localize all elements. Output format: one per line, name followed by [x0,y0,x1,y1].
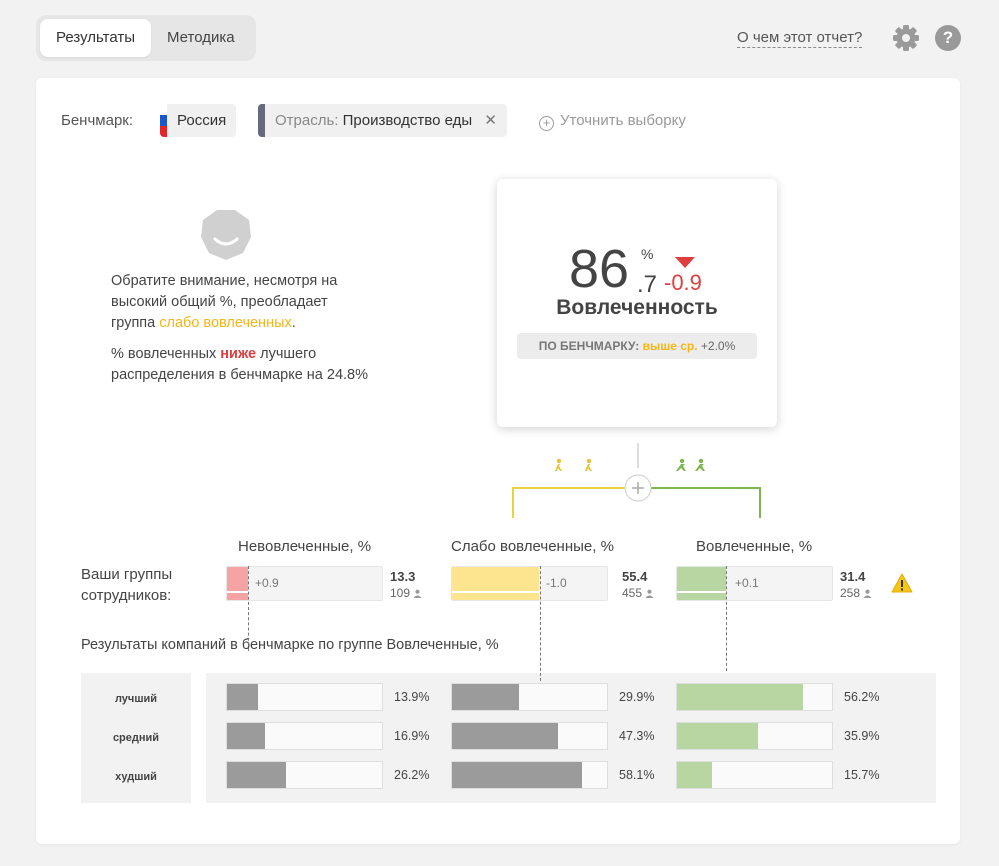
bench-value-average-engaged: 35.9% [844,729,880,743]
person-icon [413,589,422,598]
bench-bar-best-engaged [676,683,833,711]
about-report-link[interactable]: О чем этот отчет? [737,29,863,48]
column-title-weak: Слабо вовлеченные, % [451,538,614,555]
group-bar-engaged: +0.1 [676,566,833,601]
group-bar-weak: -1.0 [451,566,608,601]
group-split-diagram [512,443,761,518]
industry-key: Отрасль: [275,112,339,129]
bench-value-worst-weak: 58.1% [619,768,655,782]
bench-bar-best-weak [451,683,608,711]
group-bar-fill [677,567,727,600]
bench-value-worst-disengaged: 26.2% [394,768,430,782]
group-bar-fill [452,567,539,600]
group-value-engaged: 31.4 [840,569,866,584]
row-label-best: лучший [114,693,158,705]
benchmark-bars-panel: 13.9% 29.9% 56.2% 16.9% 47.3% 35.9% 26.2% 58.1%… [206,673,936,803]
russia-flag-icon [160,104,167,137]
insight-note: Обратите внимание, несмотря на высокий о… [111,273,369,383]
running-person-icon [676,458,705,471]
bench-bar-fill [452,723,559,749]
bench-bar-fill [227,723,265,749]
lower-highlight: ниже [220,346,257,362]
benchmark-badge: ПО БЕНЧМАРКУ: выше ср. +2.0% [517,333,757,359]
down-arrow-icon [675,257,695,268]
row-label-average: средний [112,732,160,744]
bench-bar-average-engaged [676,722,833,750]
walking-person-icon [555,458,592,471]
bench-bar-fill [227,684,259,710]
bench-bar-fill [227,762,286,788]
neutral-face-icon [201,210,251,260]
bench-value-worst-engaged: 15.7% [844,768,880,782]
person-icon [863,589,872,598]
row-label-worst: худший [115,771,157,783]
score-unit: % [641,246,654,262]
benchmark-marker-engaged [725,566,727,671]
group-delta: +0.9 [255,576,279,590]
bench-value-best-engaged: 56.2% [844,690,880,704]
benchmark-label: Бенчмарк: [61,112,134,129]
bench-bar-fill [452,684,520,710]
benchmark-country-chip[interactable]: Россия [160,104,237,137]
bench-value-average-disengaged: 16.9% [394,729,430,743]
bench-bar-worst-disengaged [226,761,383,789]
bench-bar-average-weak [451,722,608,750]
bench-bar-worst-weak [451,761,608,789]
group-value-disengaged: 13.3 [390,569,416,584]
group-bar-fill [227,567,248,600]
bench-value-best-disengaged: 13.9% [394,690,430,704]
industry-value: Производство еды [342,112,473,129]
report-card: Бенчмарк: Россия Отрасль: Производство е… [36,78,960,844]
bench-bar-average-disengaged [226,722,383,750]
your-groups-label: Ваши группы сотрудников: [81,566,173,604]
column-title-engaged: Вовлеченные, % [696,538,813,555]
bench-bar-fill [677,684,804,710]
score-integer: 86 [569,239,630,299]
person-icon [645,589,654,598]
bench-value-average-weak: 47.3% [619,729,655,743]
score-title: Вовлеченность [556,296,718,319]
benchmark-row-labels: лучший средний худший [81,673,191,803]
bench-bar-fill [677,723,758,749]
help-icon[interactable]: ? [935,25,961,51]
bench-bar-fill [452,762,583,788]
score-decimal: .7 [637,271,658,298]
bench-value-best-weak: 29.9% [619,690,655,704]
weak-highlight: слабо вовлеченных [159,315,292,331]
benchmark-marker-weak [540,566,542,681]
benchmark-industry-chip[interactable]: Отрасль: Производство еды ✕ [258,104,507,137]
refine-sample-button[interactable]: + Уточнить выборку [539,112,686,131]
group-count-engaged: 258 [840,586,872,600]
warning-icon[interactable] [891,573,913,593]
close-icon[interactable]: ✕ [484,112,497,129]
group-count-weak: 455 [622,586,654,600]
column-title-disengaged: Невовлеченные, % [238,538,372,555]
refine-label: Уточнить выборку [560,112,686,129]
benchmark-results-title: Результаты компаний в бенчмарке по групп… [81,637,499,653]
tab-bar: Результаты Методика [36,15,256,61]
benchmark-marker-disengaged [247,566,249,651]
group-value-weak: 55.4 [622,569,648,584]
plus-circle-icon: + [539,116,554,131]
bench-bar-best-disengaged [226,683,383,711]
group-count-disengaged: 109 [390,586,422,600]
bench-bar-worst-engaged [676,761,833,789]
country-label: Россия [177,112,227,129]
bench-bar-fill [677,762,713,788]
engagement-score-card: 86 % .7 -0.9 Вовлеченность ПО БЕНЧМАРКУ:… [497,179,777,427]
tab-results[interactable]: Результаты [40,19,151,57]
score-delta: -0.9 [664,270,702,295]
group-delta: +0.1 [735,576,759,590]
tab-methodology[interactable]: Методика [167,29,235,46]
gear-icon[interactable] [892,24,920,52]
group-delta: -1.0 [546,576,567,590]
group-bar-disengaged: +0.9 [226,566,383,601]
